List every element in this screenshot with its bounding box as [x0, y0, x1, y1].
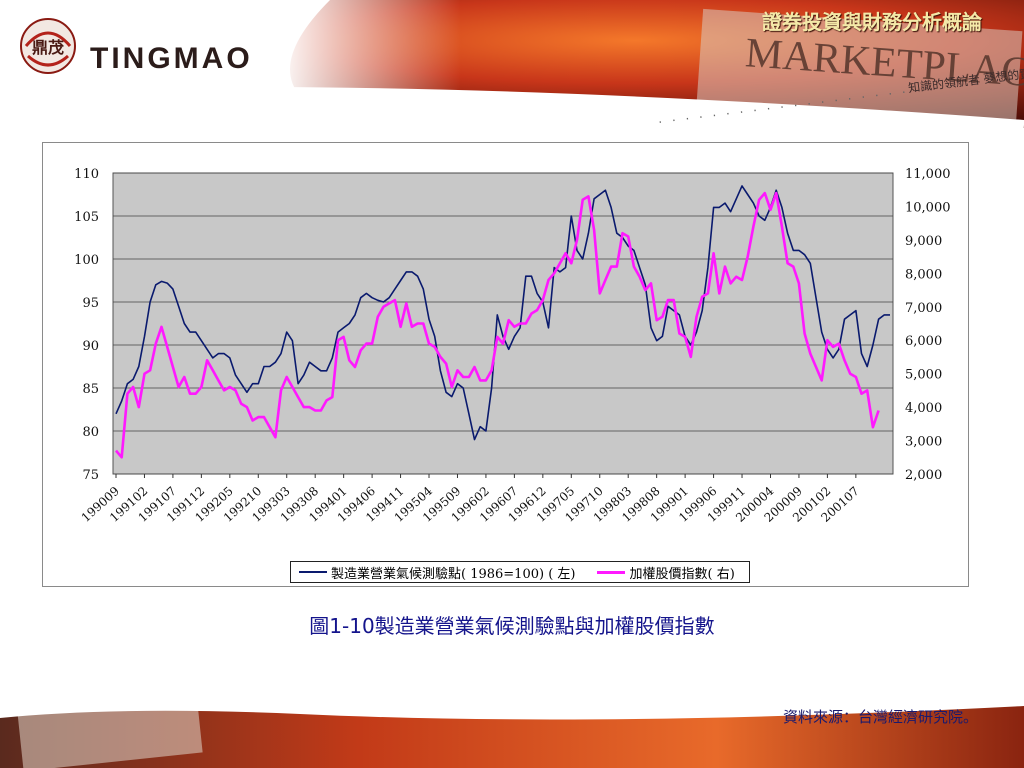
caption-prefix: 圖	[309, 614, 330, 638]
y-left-tick-label: 110	[74, 167, 99, 182]
y-left-tick-label: 95	[82, 296, 99, 311]
y-left-tick-label: 80	[82, 425, 99, 440]
course-title: 證券投資與財務分析概論	[762, 10, 982, 34]
header-banner: 鼎茂 TINGMAO 證券投資與財務分析概論 MARKETPLACE . . .…	[0, 0, 1024, 135]
y-right-tick-label: 9,000	[905, 234, 942, 249]
footer-background	[0, 688, 1024, 768]
figure-caption: 圖1-10製造業營業氣候測驗點與加權股價指數	[0, 610, 1024, 639]
footer-banner	[0, 688, 1024, 768]
line-chart: 75 80 85 90 95 100 105 110 2,000 3,000 4,000 5,000 6…	[74, 167, 951, 525]
source-note: 資料來源：台灣經濟研究院。	[782, 708, 978, 726]
legend-swatch-series-1	[299, 571, 327, 573]
y-left-tick-label: 105	[74, 210, 99, 225]
y-right-tick-label: 7,000	[905, 301, 942, 316]
legend-item-series-1: 製造業營業氣候測驗點( 1986=100) ( 左)	[299, 563, 575, 582]
legend-swatch-series-2	[597, 570, 626, 574]
y-left-tick-label: 90	[82, 339, 99, 354]
header-background	[0, 0, 1024, 135]
chart-legend: 製造業營業氣候測驗點( 1986=100) ( 左) 加權股價指數( 右)	[290, 561, 750, 583]
legend-item-series-2: 加權股價指數( 右)	[597, 563, 735, 582]
plot-area	[112, 172, 894, 475]
series-line-2	[115, 191, 880, 459]
y-right-tick-label: 2,000	[905, 468, 942, 483]
svg-text:鼎茂: 鼎茂	[32, 38, 64, 57]
y-right-tick-label: 10,000	[905, 200, 951, 215]
brand-name: TINGMAO	[90, 42, 253, 75]
caption-text: 製造業營業氣候測驗點與加權股價指數	[374, 614, 715, 638]
y-right-tick-label: 5,000	[905, 368, 942, 383]
legend-label-series-2: 加權股價指數( 右)	[629, 566, 735, 582]
y-right-tick-label: 4,000	[905, 401, 942, 416]
y-right-tick-label: 11,000	[905, 167, 951, 182]
y-left-tick-label: 100	[74, 253, 99, 268]
series-line-1	[115, 185, 890, 441]
y-left-tick-label: 85	[82, 382, 99, 397]
y-right-tick-label: 8,000	[905, 267, 942, 282]
chart-panel: 75 80 85 90 95 100 105 110 2,000 3,000 4,000 5,000 6…	[42, 142, 969, 587]
y-right-tick-label: 6,000	[905, 334, 942, 349]
caption-number: 1-10	[329, 614, 375, 638]
y-right-tick-label: 3,000	[905, 435, 942, 450]
y-left-tick-label: 75	[82, 468, 99, 483]
legend-label-series-1: 製造業營業氣候測驗點( 1986=100) ( 左)	[331, 566, 576, 582]
company-logo: 鼎茂	[18, 16, 78, 76]
